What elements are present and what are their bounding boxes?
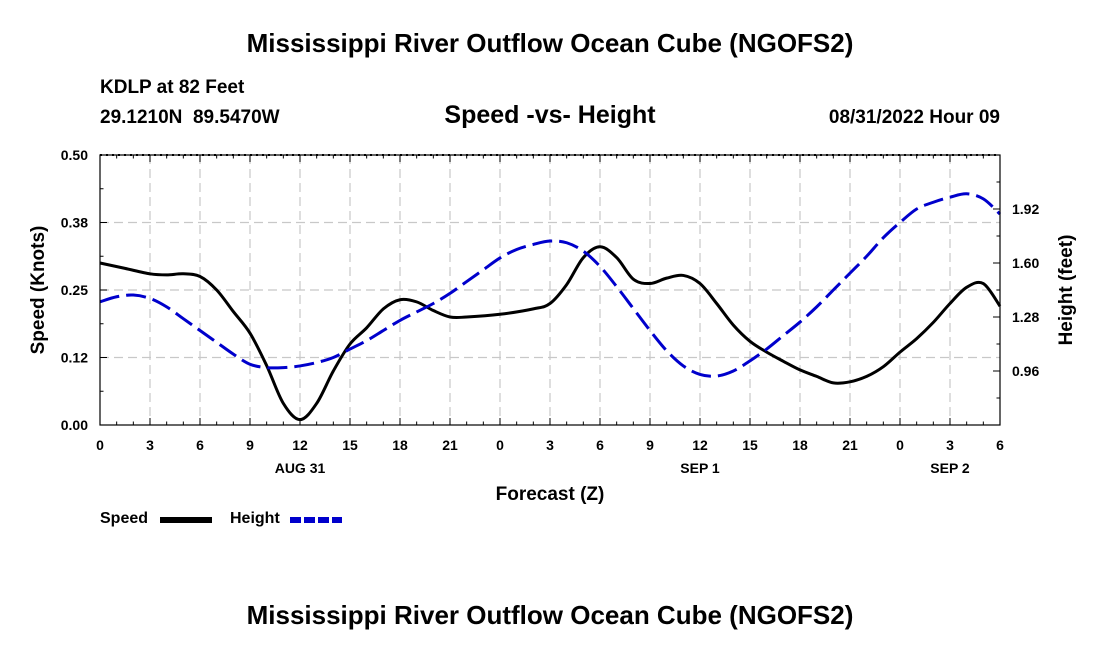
series-line-speed — [99, 245, 1002, 422]
legend-speed-swatch — [160, 517, 212, 523]
x-tick-label: 3 — [146, 437, 154, 453]
x-tick-label: 21 — [442, 437, 458, 453]
title-bottom: Mississippi River Outflow Ocean Cube (NG… — [246, 600, 854, 630]
x-tick-label: 12 — [292, 437, 308, 453]
chart-subtitle: Speed -vs- Height — [444, 101, 656, 129]
series-line-height — [99, 192, 1002, 378]
x-tick-label: 6 — [596, 437, 604, 453]
y-left-tick-label: 0.25 — [61, 282, 88, 298]
x-tick-label: 6 — [196, 437, 204, 453]
axis-labels: 0 3 6 9 12 15 18 21 0 3 6 9 12 15 18 21 0 3 6 AUG 31 SEP 1 SE… — [61, 147, 1040, 476]
x-tick-label: 9 — [646, 437, 654, 453]
legend-speed-label: Speed — [100, 510, 149, 527]
y-right-tick-label: 0.96 — [1012, 363, 1039, 379]
x-tick-label: 3 — [946, 437, 954, 453]
y-left-tick-label: 0.00 — [61, 417, 88, 433]
x-tick-label: 6 — [996, 437, 1004, 453]
legend-height-label: Height — [230, 510, 280, 527]
legend-height-swatch — [290, 517, 342, 523]
x-axis-title: Forecast (Z) — [496, 484, 605, 505]
grid-lines — [100, 155, 1000, 425]
x-tick-label: 21 — [842, 437, 858, 453]
station-label: KDLP at 82 Feet — [100, 77, 245, 98]
coordinates-label: 29.1210N 89.5470W — [100, 107, 280, 128]
y-left-tick-label: 0.38 — [61, 215, 88, 231]
y-axis-left-title: Speed (Knots) — [28, 226, 49, 355]
x-tick-label: 0 — [496, 437, 504, 453]
y-right-tick-label: 1.92 — [1012, 201, 1039, 217]
date-label: SEP 2 — [930, 460, 970, 476]
axis-ticks — [99, 154, 1001, 426]
y-right-tick-label: 1.28 — [1012, 309, 1039, 325]
x-tick-label: 12 — [692, 437, 708, 453]
x-tick-label: 18 — [392, 437, 408, 453]
date-label: SEP 1 — [680, 460, 720, 476]
speed-height-chart: 0 3 6 9 12 15 18 21 0 3 6 9 12 15 18 21 0 3 6 AUG 31 SEP 1 SE… — [28, 147, 1077, 505]
title-top: Mississippi River Outflow Ocean Cube (NG… — [246, 28, 854, 58]
y-right-tick-label: 1.60 — [1012, 255, 1039, 271]
forecast-datetime: 08/31/2022 Hour 09 — [828, 107, 1000, 128]
series-lines — [99, 192, 1002, 422]
x-tick-label: 0 — [96, 437, 104, 453]
y-left-tick-label: 0.12 — [61, 350, 88, 366]
y-axis-right-title: Height (feet) — [1056, 235, 1077, 346]
x-tick-label: 15 — [742, 437, 758, 453]
x-tick-label: 9 — [246, 437, 254, 453]
x-tick-label: 15 — [342, 437, 358, 453]
y-left-tick-label: 0.50 — [61, 147, 88, 163]
date-label: AUG 31 — [275, 460, 326, 476]
x-tick-label: 3 — [546, 437, 554, 453]
x-tick-label: 18 — [792, 437, 808, 453]
x-tick-label: 0 — [896, 437, 904, 453]
